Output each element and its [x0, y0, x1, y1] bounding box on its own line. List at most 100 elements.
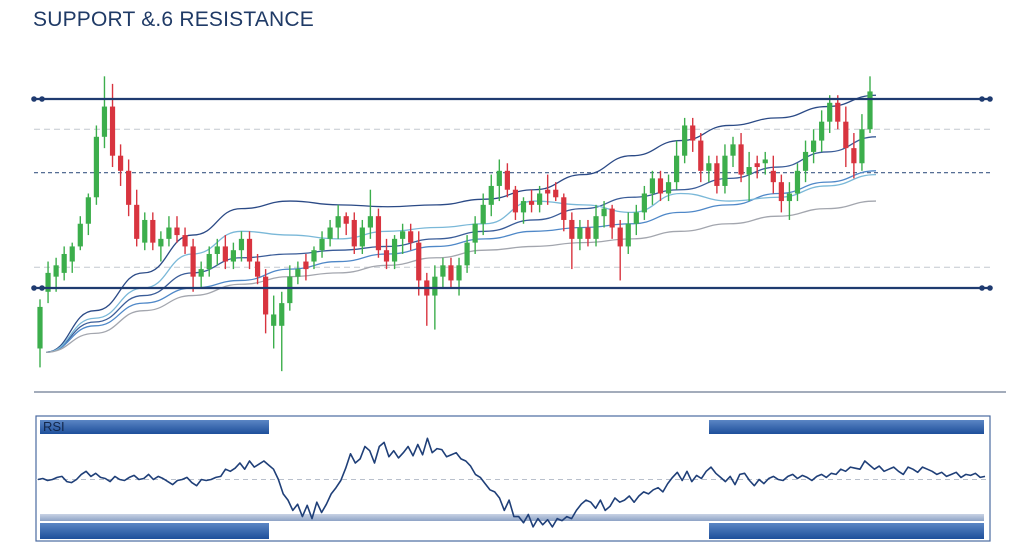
candle-body	[657, 178, 664, 194]
candle-body	[359, 227, 365, 247]
resistance-line-dot	[39, 96, 45, 102]
candle-body	[851, 148, 857, 164]
moving-average-line	[45, 200, 877, 353]
candle-body	[561, 197, 567, 220]
candle-body	[682, 125, 688, 156]
main-price-chart	[31, 76, 1006, 393]
candle-body	[238, 238, 245, 251]
candle-body	[625, 223, 631, 247]
candle-body	[440, 265, 446, 277]
candle-body	[408, 231, 414, 243]
candle-body	[174, 227, 180, 236]
candle-body	[746, 167, 752, 175]
candle-body	[279, 303, 285, 326]
candle-body	[69, 246, 75, 262]
candle-body	[633, 212, 639, 224]
candle-body	[166, 227, 172, 239]
candle-body	[158, 238, 164, 247]
candle-body	[537, 193, 543, 205]
candle-body	[794, 170, 801, 194]
candle-body	[287, 276, 293, 304]
candle-body	[722, 155, 728, 186]
candle-body	[303, 261, 309, 270]
candle-body	[198, 269, 204, 277]
candle-body	[432, 276, 438, 296]
candle-body	[754, 163, 760, 168]
candle-body	[126, 170, 132, 205]
rsi-zone-bar	[40, 420, 269, 434]
candle-body	[416, 242, 422, 281]
candle-body	[343, 216, 349, 224]
candle-body	[456, 265, 462, 281]
candle-body	[698, 140, 704, 171]
candle-body	[448, 265, 454, 281]
candle-body	[843, 121, 849, 149]
candle-body	[641, 193, 647, 213]
candle-body	[859, 129, 865, 164]
candle-body	[714, 163, 720, 186]
candle-body	[311, 250, 317, 262]
candle-body	[61, 253, 67, 273]
candle-body	[142, 219, 148, 243]
support-line-dot	[31, 285, 37, 291]
rsi-zone-bar	[709, 420, 984, 434]
candle-body	[786, 193, 793, 202]
candle-body	[182, 235, 188, 247]
candle-body	[738, 144, 744, 175]
rsi-line	[37, 437, 986, 528]
candle-body	[37, 306, 43, 349]
candle-body	[520, 201, 527, 213]
rsi-zone-bar	[709, 523, 984, 539]
candle-body	[706, 163, 712, 171]
candle-body	[730, 144, 736, 156]
candle-body	[617, 227, 623, 247]
candle-body	[553, 189, 559, 198]
candle-body	[577, 227, 583, 239]
candle-body	[351, 219, 357, 247]
candle-body	[609, 208, 615, 228]
rsi-panel	[35, 415, 991, 542]
candle-body	[690, 125, 696, 141]
candle-body	[222, 246, 228, 262]
candle-body	[819, 121, 825, 141]
candle-body	[778, 182, 784, 202]
candle-body	[109, 106, 116, 156]
candle-body	[271, 314, 277, 326]
candle-body	[545, 189, 551, 194]
resistance-line-dot	[31, 96, 37, 102]
candle-body	[827, 102, 833, 122]
candle-body	[134, 204, 140, 239]
candle-body	[335, 216, 341, 228]
support-line-dot	[39, 285, 45, 291]
candle-body	[367, 216, 373, 228]
rsi-frame	[35, 415, 991, 542]
candle-body	[230, 250, 236, 262]
candle-body	[802, 151, 809, 171]
candle-body	[150, 219, 156, 243]
candle-body	[263, 276, 269, 315]
candle-body	[472, 223, 478, 243]
candle-body	[214, 246, 220, 254]
candle-body	[383, 250, 390, 262]
candle-body	[190, 246, 196, 277]
candle-body	[601, 208, 607, 217]
candle-body	[93, 136, 100, 198]
candle-body	[53, 265, 59, 277]
resistance-line-dot	[987, 96, 993, 102]
candle-body	[867, 91, 873, 130]
rsi-label: RSI	[43, 419, 65, 434]
support-line-dot	[987, 285, 993, 291]
candle-body	[569, 219, 575, 239]
candle-body	[593, 216, 599, 239]
candle-body	[319, 238, 325, 251]
candle-body	[488, 185, 494, 205]
candle-body	[206, 253, 212, 270]
candle-body	[246, 238, 253, 262]
candle-body	[327, 227, 333, 239]
chart-title: SUPPORT &.6 RESISTANCE	[33, 8, 314, 31]
candle-body	[391, 238, 398, 262]
candle-body	[762, 159, 768, 164]
candle-body	[101, 106, 108, 137]
candle-body	[295, 269, 301, 277]
